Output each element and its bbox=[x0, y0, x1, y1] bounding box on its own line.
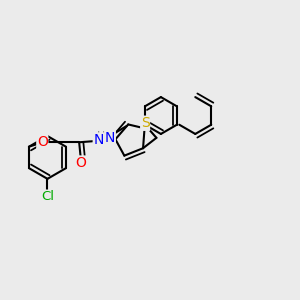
Text: S: S bbox=[141, 116, 149, 130]
Text: H: H bbox=[97, 131, 105, 141]
Text: N: N bbox=[105, 131, 115, 145]
Text: Cl: Cl bbox=[41, 190, 54, 203]
Text: O: O bbox=[75, 156, 86, 170]
Text: O: O bbox=[37, 135, 48, 149]
Text: N: N bbox=[93, 133, 104, 147]
